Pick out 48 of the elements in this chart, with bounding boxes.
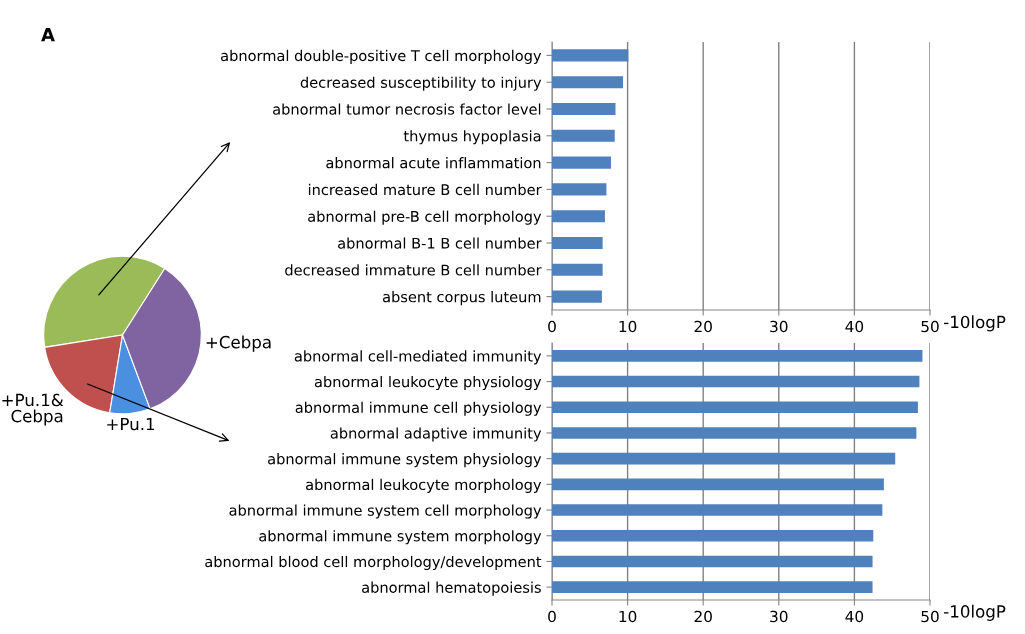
x-tick-label: 30 [770,320,788,333]
x-tick-label: 20 [694,320,712,333]
bar [552,504,883,516]
y-tick-label: abnormal tumor necrosis factor level [273,103,541,115]
y-tick-label: abnormal immune system cell morphology [229,504,542,519]
x-tick-label: 30 [770,610,788,623]
x-axis-title: -10logP [944,315,1006,332]
bar [552,452,896,465]
x-tick-label: 40 [845,610,864,623]
y-tick-label: abnormal pre-B cell morphology [308,210,542,225]
bar [552,401,918,414]
y-tick-label: abnormal hematopoiesis [362,581,541,596]
x-tick-label: 10 [619,610,637,623]
slice-label: +Pu.1 [107,417,155,431]
y-tick-label: abnormal acute inflammation [326,157,541,169]
x-tick-label: 50 [921,320,939,333]
text: A [41,28,55,42]
y-tick-label: abnormal double-positive T cell morphology [221,49,542,64]
y-tick-label: abnormal immune cell physiology [295,401,542,416]
y-tick-label: abnormal leukocyte physiology [314,376,542,391]
y-tick-label: decreased immature B cell number [285,264,542,276]
x-tick-label: 0 [548,320,556,333]
bar [552,427,917,439]
bar [552,555,873,568]
bar [552,350,923,362]
slice-label: +Pu.1& Cebpa [2,393,64,426]
x-tick-label: 50 [921,610,939,623]
y-tick-label: abnormal leukocyte morphology [306,478,542,493]
y-tick-label: thymus hypoplasia [403,130,541,145]
y-tick-label: abnormal blood cell morphology/development [205,555,542,571]
y-tick-label: abnormal cell-mediated immunity [294,350,542,365]
y-tick-label: abnormal immune system physiology [268,453,542,468]
bar [552,375,920,388]
x-tick-label: 20 [694,610,712,623]
x-tick-label: 10 [619,320,637,333]
slice-label: +Cebpa [206,335,271,352]
bar [552,529,874,542]
x-axis-title: -10logP [944,604,1006,621]
x-tick-label: 40 [845,320,864,333]
y-tick-label: absent corpus luteum [383,291,541,306]
bar [552,581,873,593]
y-tick-label: abnormal B-1 B cell number [338,237,542,249]
x-tick-label: 0 [548,610,556,623]
y-tick-label: increased mature B cell number [308,183,542,196]
y-tick-label: abnormal immune system morphology [259,530,542,545]
y-tick-label: decreased susceptibility to injury [300,76,542,91]
bar [552,478,884,491]
y-tick-label: abnormal adaptive immunity [330,427,542,442]
